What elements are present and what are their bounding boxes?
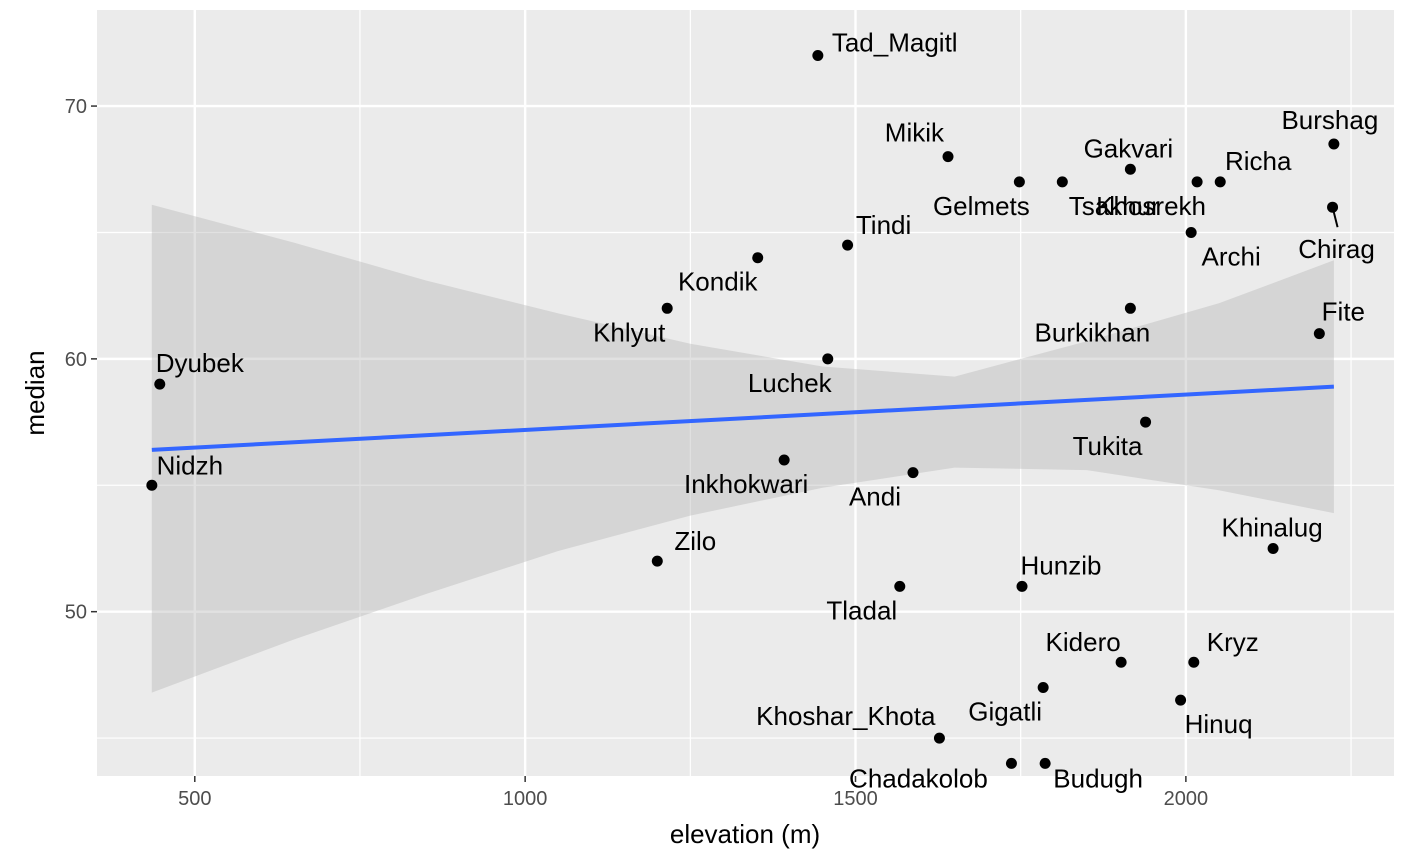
data-point-budugh xyxy=(1039,757,1051,769)
point-label-khlyut: Khlyut xyxy=(593,317,666,347)
point-label-tsakhur: Tsakhur xyxy=(1069,191,1160,221)
plot-panel xyxy=(97,10,1394,776)
data-point-zilo xyxy=(651,555,663,567)
x-tick-label: 1000 xyxy=(503,788,548,810)
data-point-kryz xyxy=(1188,656,1200,668)
point-label-gelmets: Gelmets xyxy=(933,191,1030,221)
point-label-kidero: Kidero xyxy=(1046,627,1121,657)
point-label-gigatli: Gigatli xyxy=(968,697,1042,727)
y-tick-label: 50 xyxy=(65,602,87,624)
data-point-hunzib xyxy=(1016,580,1028,592)
point-label-luchek: Luchek xyxy=(748,368,833,398)
point-label-richa: Richa xyxy=(1225,146,1292,176)
y-tick-label: 60 xyxy=(65,349,87,371)
point-label-archi: Archi xyxy=(1202,241,1261,271)
point-labels: Tad_Magitl Mikik Gakvari Burshag Richa Khosre… xyxy=(156,28,1379,794)
data-point-mikik xyxy=(942,151,954,163)
axis-ticks: 500 1000 1500 2000 50 60 70 xyxy=(65,96,1208,810)
data-point-gakvari xyxy=(1124,163,1136,175)
point-label-khinalug: Khinalug xyxy=(1221,512,1322,542)
data-point-dyubek xyxy=(154,378,166,390)
y-tick-label: 70 xyxy=(65,96,87,118)
point-label-kondik: Kondik xyxy=(678,267,758,297)
point-label-hunzib: Hunzib xyxy=(1021,550,1102,580)
data-point-burkikhan xyxy=(1124,302,1136,314)
point-label-fite: Fite xyxy=(1322,297,1365,327)
data-point-khosrekh xyxy=(1191,176,1203,188)
point-label-andi: Andi xyxy=(849,482,901,512)
data-point-kondik xyxy=(752,252,764,264)
data-point-chadakolob xyxy=(1005,757,1017,769)
point-label-burkikhan: Burkikhan xyxy=(1035,317,1151,347)
data-point-gelmets xyxy=(1013,176,1025,188)
chirag-leader-line xyxy=(1331,206,1339,228)
data-point-inkhokwari xyxy=(778,454,790,466)
x-tick-label: 500 xyxy=(178,788,211,810)
minor-gridlines xyxy=(97,10,1394,776)
data-point-khinalug xyxy=(1267,542,1279,554)
data-point-gigatli xyxy=(1037,682,1049,694)
point-label-chirag: Chirag xyxy=(1298,234,1375,264)
data-point-andi xyxy=(907,467,919,479)
point-label-tindi: Tindi xyxy=(856,210,911,240)
data-points xyxy=(146,50,1340,769)
point-label-tad-magitl: Tad_Magitl xyxy=(832,28,958,58)
point-label-inkhokwari: Inkhokwari xyxy=(684,469,808,499)
point-label-khosrekh: Khosrekh xyxy=(1096,191,1206,221)
data-point-tsakhur xyxy=(1056,176,1068,188)
point-label-gakvari: Gakvari xyxy=(1084,133,1174,163)
data-point-richa xyxy=(1214,176,1226,188)
point-label-tukita: Tukita xyxy=(1073,431,1143,461)
data-point-tukita xyxy=(1140,416,1152,428)
x-tick-label: 2000 xyxy=(1164,788,1209,810)
data-point-kidero xyxy=(1115,656,1127,668)
data-point-hinuq xyxy=(1175,694,1187,706)
point-label-tladal: Tladal xyxy=(826,595,897,625)
data-point-luchek xyxy=(822,353,834,365)
data-point-burshag xyxy=(1328,138,1340,150)
point-label-budugh: Budugh xyxy=(1053,763,1143,793)
point-label-burshag: Burshag xyxy=(1281,105,1378,135)
point-label-mikik: Mikik xyxy=(885,118,945,148)
confidence-band xyxy=(151,204,1334,693)
data-point-khoshar-khota xyxy=(933,732,945,744)
x-tick-label: 1500 xyxy=(833,788,878,810)
point-label-nidzh: Nidzh xyxy=(157,450,223,480)
trend-line xyxy=(151,384,1334,452)
point-label-hinuq: Hinuq xyxy=(1185,709,1253,739)
point-label-chadakolob: Chadakolob xyxy=(849,763,988,793)
y-axis-title: median xyxy=(20,350,50,435)
point-label-zilo: Zilo xyxy=(674,526,716,556)
point-label-kryz: Kryz xyxy=(1207,627,1259,657)
data-point-tad-magitl xyxy=(812,50,824,62)
point-label-dyubek: Dyubek xyxy=(156,348,245,378)
data-point-tindi xyxy=(842,239,854,251)
data-point-nidzh xyxy=(146,479,158,491)
data-point-fite xyxy=(1313,328,1325,340)
data-point-tladal xyxy=(894,580,906,592)
x-axis-title: elevation (m) xyxy=(670,819,820,849)
point-label-khoshar-khota: Khoshar_Khota xyxy=(756,701,936,731)
data-point-khlyut xyxy=(661,302,673,314)
data-point-archi xyxy=(1185,226,1197,238)
